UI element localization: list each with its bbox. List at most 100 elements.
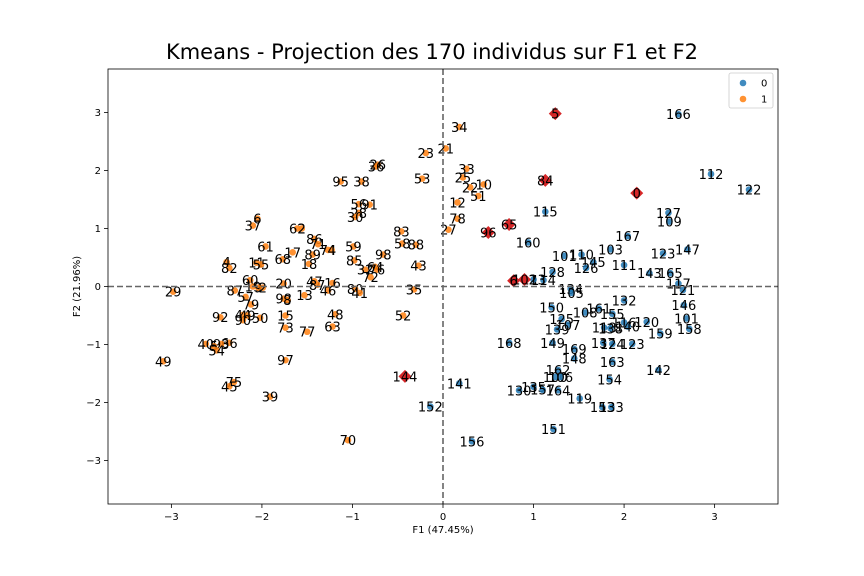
data-point: [246, 276, 254, 284]
data-point: [475, 192, 482, 200]
data-point: [398, 240, 406, 247]
data-point: [289, 248, 297, 256]
data-point: [550, 425, 557, 433]
data-point: [412, 241, 420, 249]
centroid-label: 5: [551, 108, 559, 123]
data-point: [539, 386, 546, 394]
data-point: [282, 324, 289, 331]
point-label: 91: [361, 199, 378, 214]
data-point: [609, 358, 616, 366]
point-label: 162: [546, 364, 571, 379]
y-tick-label: −3: [86, 456, 101, 467]
data-point: [361, 266, 369, 273]
data-point: [282, 356, 289, 364]
point-label: 19: [245, 281, 262, 296]
data-point: [599, 403, 606, 411]
point-label: 39: [262, 391, 279, 406]
point-label: 152: [418, 401, 443, 416]
point-label: 13: [296, 289, 313, 304]
point-label: 148: [562, 352, 587, 367]
data-point: [666, 269, 674, 277]
point-label: 12: [449, 196, 466, 211]
data-point: [372, 163, 380, 170]
data-point: [554, 387, 562, 394]
data-point: [454, 199, 461, 206]
point-label: 139: [545, 323, 570, 338]
point-label: 88: [408, 239, 425, 254]
data-point: [445, 226, 452, 233]
data-point: [609, 310, 616, 318]
point-label: 107: [556, 319, 581, 334]
legend: 01: [728, 72, 774, 109]
data-point: [656, 330, 664, 337]
data-point: [557, 373, 565, 381]
data-point: [549, 268, 556, 276]
y-tick-label: 3: [95, 108, 101, 119]
data-point: [551, 373, 559, 381]
centroid-marker: [517, 273, 531, 287]
data-point: [624, 232, 632, 240]
point-label: 37: [245, 220, 262, 235]
point-label: 132: [612, 294, 637, 309]
point-label: 109: [657, 216, 682, 231]
data-point: [561, 252, 568, 260]
point-label: 158: [677, 323, 702, 338]
legend-marker: [739, 79, 747, 87]
data-point: [530, 383, 537, 391]
point-label: 33: [458, 163, 475, 178]
data-point: [373, 266, 381, 273]
data-point: [684, 246, 691, 253]
data-point: [646, 269, 653, 277]
y-tick-label: 1: [95, 224, 101, 235]
point-label: 161: [586, 303, 611, 318]
point-label: 72: [362, 271, 379, 286]
data-point: [607, 324, 614, 332]
data-point: [367, 273, 374, 281]
data-point: [355, 200, 363, 208]
data-point: [675, 280, 682, 287]
point-label: 2: [259, 282, 267, 297]
data-point: [350, 243, 357, 250]
point-label: 110: [569, 249, 594, 264]
point-label: 157: [530, 384, 555, 399]
x-tick-label: 2: [621, 512, 627, 523]
point-label: 114: [531, 274, 556, 289]
point-label: 115: [533, 206, 558, 221]
centroid-label: 144: [393, 370, 418, 385]
point-label: 36: [368, 160, 385, 175]
data-point: [505, 339, 513, 347]
legend-label: 1: [761, 95, 767, 106]
data-point: [524, 239, 532, 246]
data-point: [554, 366, 562, 374]
data-point: [217, 340, 225, 348]
point-label: 4: [327, 244, 335, 259]
data-point: [249, 222, 257, 229]
data-point: [665, 209, 672, 217]
point-label: 146: [671, 299, 696, 314]
y-tick-label: 0: [95, 282, 101, 293]
centroid-marker: [507, 274, 521, 288]
data-point: [582, 264, 590, 272]
point-label: 108: [573, 307, 598, 322]
point-label: 160: [516, 236, 541, 251]
point-label: 58: [394, 238, 411, 253]
point-label: 149: [540, 337, 565, 352]
data-point: [344, 436, 352, 444]
data-point: [293, 225, 301, 232]
point-label: 22: [462, 181, 479, 196]
point-label: 101: [674, 312, 699, 327]
data-point: [595, 305, 603, 312]
centroid-marker: [538, 173, 552, 187]
point-label: 141: [447, 377, 472, 392]
point-label: 35: [406, 283, 423, 298]
data-point: [418, 175, 426, 182]
data-point: [398, 228, 405, 235]
point-label: 155: [600, 308, 625, 323]
point-label: 128: [540, 266, 565, 281]
point-label: 147: [675, 243, 700, 258]
data-point: [305, 260, 313, 268]
point-label: 168: [497, 337, 522, 352]
data-point: [202, 340, 210, 348]
data-point: [379, 251, 387, 258]
